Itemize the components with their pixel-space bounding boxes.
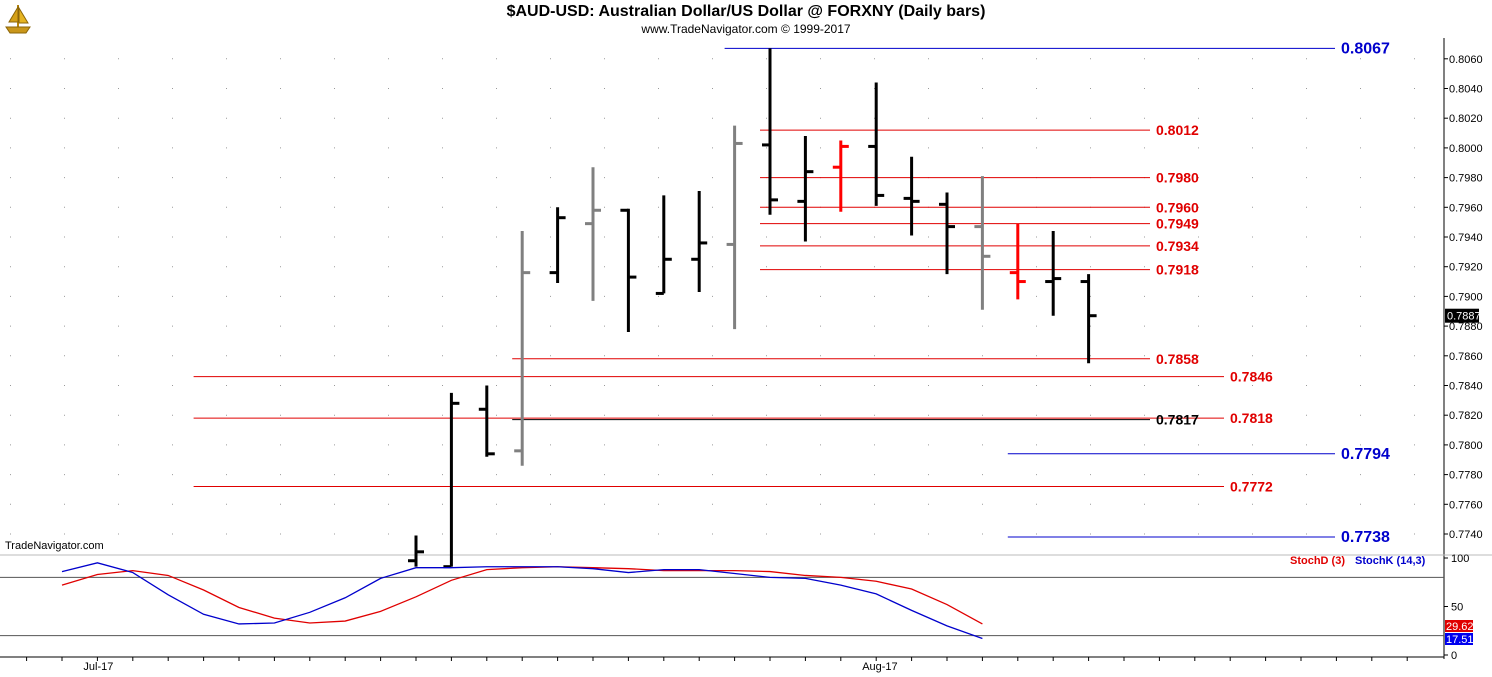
ohlc-bars [408,48,1097,569]
price-tick-label: 0.7740 [1449,529,1483,541]
level-label: 0.7934 [1156,238,1199,254]
time-tick-label: Aug-17 [862,661,897,673]
ohlc-bar [1009,223,1026,300]
ohlc-bar [620,208,637,333]
stoch-tick-label: 50 [1451,602,1463,614]
sailing-ship-logo-icon [5,5,31,34]
price-tick-label: 0.7940 [1449,232,1483,244]
level-label: 0.7846 [1230,369,1273,385]
level-label: 0.7738 [1341,529,1390,546]
chart-subtitle: www.TradeNavigator.com © 1999-2017 [641,22,851,36]
time-tick-label: Jul-17 [83,661,113,673]
last-price-badge [1445,308,1479,323]
ohlc-bar [939,192,955,275]
level-label: 0.7772 [1230,478,1273,494]
price-tick-label: 0.7840 [1449,381,1483,393]
ohlc-bar [514,231,531,466]
last-price-label: 0.7887 [1447,311,1481,323]
stoch-d-value: 29.62 [1446,621,1474,633]
ohlc-bar [549,207,566,284]
price-panel [0,38,1444,551]
price-tick-label: 0.7960 [1449,202,1483,214]
price-tick-label: 0.8040 [1449,84,1483,96]
price-tick-label: 0.7780 [1449,470,1483,482]
ohlc-bar [762,48,778,215]
price-tick-label: 0.7860 [1449,351,1483,363]
stoch-k-value: 17.51 [1446,634,1474,646]
ohlc-bar [691,190,708,292]
ohlc-bar [974,176,991,310]
price-tick-label: 0.7900 [1449,291,1483,303]
price-tick-label: 0.7880 [1449,321,1483,333]
price-tick-label: 0.8020 [1449,113,1483,125]
level-label: 0.7858 [1156,351,1199,367]
level-label: 0.7818 [1230,410,1273,426]
ohlc-bar [797,136,814,242]
price-tick-label: 0.8060 [1449,54,1483,66]
stoch-tick-label: 100 [1451,553,1469,565]
ohlc-bar [832,140,849,212]
ohlc-bar [726,125,743,330]
price-axis-ticks: 0.8060 0.8040 0.8020 0.8000 0.7980 0.7960 0.79… [1444,54,1483,541]
ohlc-bar [1045,231,1062,316]
stoch-k-value-badge [1445,633,1473,645]
price-tick-label: 0.8000 [1449,143,1483,155]
ohlc-bar [868,82,885,206]
level-label: 0.7794 [1341,446,1390,463]
price-tick-label: 0.7800 [1449,440,1483,452]
stoch-tick-label: 0 [1451,650,1457,662]
stoch-k-legend: StochK (14,3) [1355,555,1426,567]
level-label: 0.8067 [1341,40,1390,57]
ohlc-bar [585,167,601,301]
level-label: 0.7918 [1156,262,1199,278]
price-tick-label: 0.7760 [1449,499,1483,511]
level-label: 0.7980 [1156,170,1199,186]
ohlc-bar [903,156,920,236]
ohlc-bar [478,385,495,457]
ohlc-bar [443,392,460,569]
level-label: 0.7949 [1156,216,1199,232]
price-tick-label: 0.7920 [1449,262,1483,274]
stoch-d-line [61,566,983,625]
stoch-d-value-badge [1445,620,1473,632]
level-label: 0.7817 [1156,412,1199,428]
stoch-k-line [61,562,983,640]
level-label: 0.7960 [1156,199,1199,215]
price-tick-label: 0.7820 [1449,410,1483,422]
ohlc-bar [655,195,672,295]
ohlc-bar [408,535,424,567]
watermark: TradeNavigator.com [5,540,104,552]
chart-title: $AUD-USD: Australian Dollar/US Dollar @ … [506,3,986,20]
price-tick-label: 0.7980 [1449,173,1483,185]
stoch-d-legend: StochD (3) [1290,555,1345,567]
ohlc-bar [1080,274,1097,364]
level-label: 0.8012 [1156,122,1199,138]
time-axis: Jul-17 Aug-17 [26,657,1408,673]
